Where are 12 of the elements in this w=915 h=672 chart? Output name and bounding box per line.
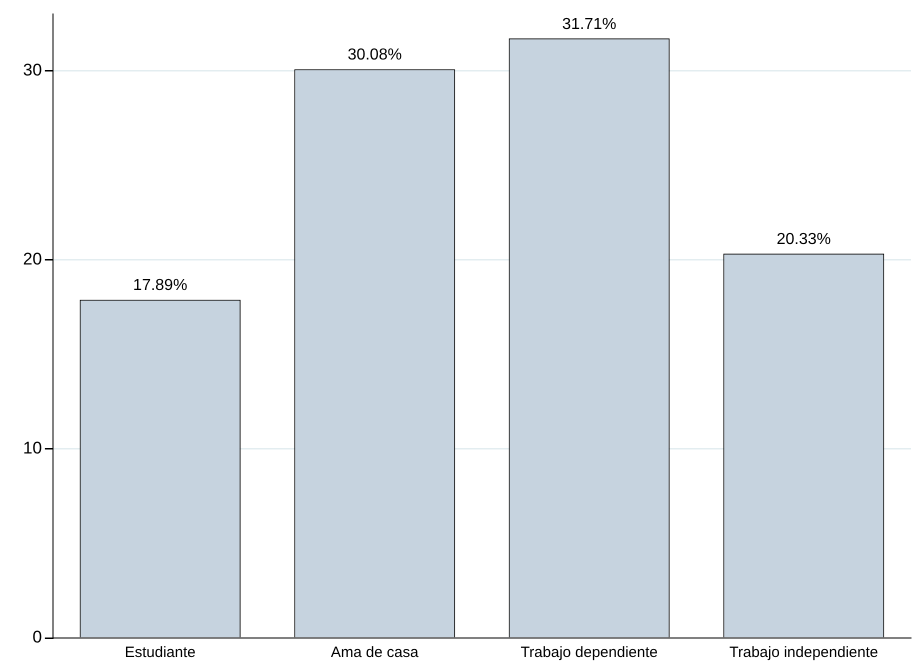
y-tick-label: 0 xyxy=(32,628,42,647)
data-label: 30.08% xyxy=(348,46,402,64)
data-label: 31.71% xyxy=(562,16,616,33)
x-tick-label: Ama de casa xyxy=(330,644,420,662)
x-tick-label: Trabajo dependiente xyxy=(520,644,658,662)
x-tick-label: Estudiante xyxy=(124,644,196,662)
data-label: 20.33% xyxy=(776,230,831,248)
x-tick-label: Trabajo independiente xyxy=(729,644,878,662)
y-tick-label: 20 xyxy=(22,250,42,269)
y-tick-label: 30 xyxy=(22,60,42,80)
y-tick-label: 10 xyxy=(22,438,42,458)
data-label: 17.89% xyxy=(133,277,188,294)
